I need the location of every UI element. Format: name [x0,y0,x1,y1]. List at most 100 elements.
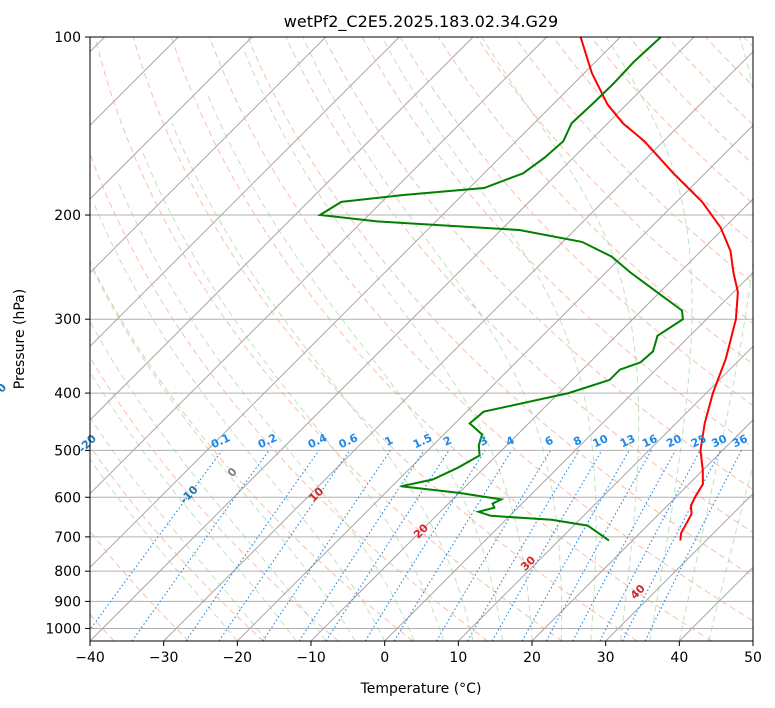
y-tick-label: 600 [54,490,81,506]
dry-adiabat-line [705,37,753,87]
y-tick-label: 500 [54,443,81,459]
moist-adiabat-line [90,416,268,641]
x-axis-label: Temperature (°C) [360,681,482,697]
dry-adiabat-line [90,260,414,641]
dry-adiabat-line [590,37,753,205]
moist-adiabat-line [141,149,445,641]
mixing-ratio-line [325,450,450,641]
isotherm-line [90,37,253,200]
isotherm-line [163,50,753,641]
background-lines [90,37,753,641]
isotherm-line [678,566,753,641]
y-tick-label: 900 [54,594,81,610]
dry-adiabat-line [247,37,753,577]
moist-adiabat-line [678,37,753,641]
moist-adiabat-line [381,37,597,641]
mixing-ratio-line [521,450,630,641]
y-tick-label: 700 [54,530,81,546]
mixing-ratio-line [644,450,742,641]
moist-adiabat-line [117,180,415,641]
x-tick-label: −40 [75,650,105,666]
mixing-ratio-label: 8 [571,434,583,449]
line-labels: 0.10.20.40.611.52346810131620253036-100-… [0,381,750,602]
mixing-ratio-label: 25 [689,432,708,450]
mixing-ratio-line [467,450,580,641]
y-tick-label: 100 [54,30,81,46]
dry-adiabat-label: -30 [0,381,9,404]
isotherm-line [90,37,621,569]
x-tick-label: 0 [380,650,389,666]
moist-adiabat-line [708,464,753,641]
moist-adiabat-line [481,37,640,641]
moist-adiabat-line [605,37,693,641]
isotherm-line [90,37,548,495]
dry-adiabat-label: 40 [628,582,648,602]
mixing-ratio-label: 6 [543,434,556,449]
dry-adiabat-line [170,37,712,641]
isotherm-line [90,37,327,274]
y-tick-label: 200 [54,208,81,224]
dry-adiabat-line [90,445,264,641]
dry-adiabat-label: 30 [518,553,538,573]
temperature-profile-line [579,37,739,541]
plot-frame [89,36,754,642]
mixing-ratio-line [572,450,676,641]
mixing-ratio-line [262,450,391,641]
dry-adiabat-line [90,356,339,641]
x-tick-label: −10 [296,650,326,666]
x-tick-label: 20 [523,650,541,666]
profile-lines [317,37,739,542]
x-tick-label: 40 [670,650,688,666]
dry-adiabat-line [667,37,753,126]
moist-adiabat-line [243,49,533,641]
x-tick-label: 50 [744,650,762,666]
isotherm-line [90,37,400,348]
mixing-ratio-label: 13 [618,432,637,450]
dry-adiabat-line [90,152,488,641]
mixing-ratio-label: 10 [591,432,611,450]
dry-adiabat-line [323,37,753,491]
mixing-ratio-label: 30 [710,432,730,450]
isotherm-line [90,37,474,421]
mixing-ratio-line [599,450,701,641]
moist-adiabat-line [90,458,238,641]
isotherm-line [310,198,753,641]
isotherm-line [531,419,753,641]
isotherm-line [457,345,753,641]
mixing-ratio-line [364,450,486,641]
mixing-ratio-label: 0.1 [209,431,232,451]
dry-adiabat-line [476,37,753,325]
chart-title: wetPf2_C2E5.2025.183.02.34.G29 [284,12,558,32]
mixing-ratio-line [545,450,652,641]
y-tick-label: 400 [54,386,81,402]
dry-adiabat-label: -10 [177,483,200,506]
mixing-ratio-line [185,450,320,641]
isotherm-line [236,124,753,641]
mixing-ratio-line [131,450,270,641]
dry-adiabat-line [94,37,563,641]
dry-adiabat-line [132,37,638,641]
mixing-ratio-label: 16 [640,432,660,450]
mixing-ratio-label: 1 [383,434,395,449]
axis-ticks: −40 −30 −20 −10 0 10 20 30 40 5010020030040050060… [45,30,762,666]
mixing-ratio-line [218,450,351,641]
y-axis-label: Pressure (hPa) [12,289,28,389]
isotherm-line [384,271,753,641]
x-tick-label: 30 [597,650,615,666]
isotherm-line [90,37,695,641]
dry-adiabat-line [552,37,753,244]
moist-adiabat-line [90,320,327,641]
x-tick-label: 10 [449,650,467,666]
mixing-ratio-line [393,450,513,641]
moist-adiabat-line [207,94,503,641]
dry-adiabat-line [743,37,753,48]
mixing-ratio-label: 0.2 [256,431,279,451]
dewpoint-profile-line [317,37,684,542]
moist-adiabat-line [302,37,563,641]
mixing-ratio-line [298,450,425,641]
dry-adiabat-line [514,37,753,284]
mixing-ratio-label: 36 [730,432,750,450]
moist-adiabat-line [90,262,356,641]
mixing-ratio-label: 20 [664,432,684,450]
